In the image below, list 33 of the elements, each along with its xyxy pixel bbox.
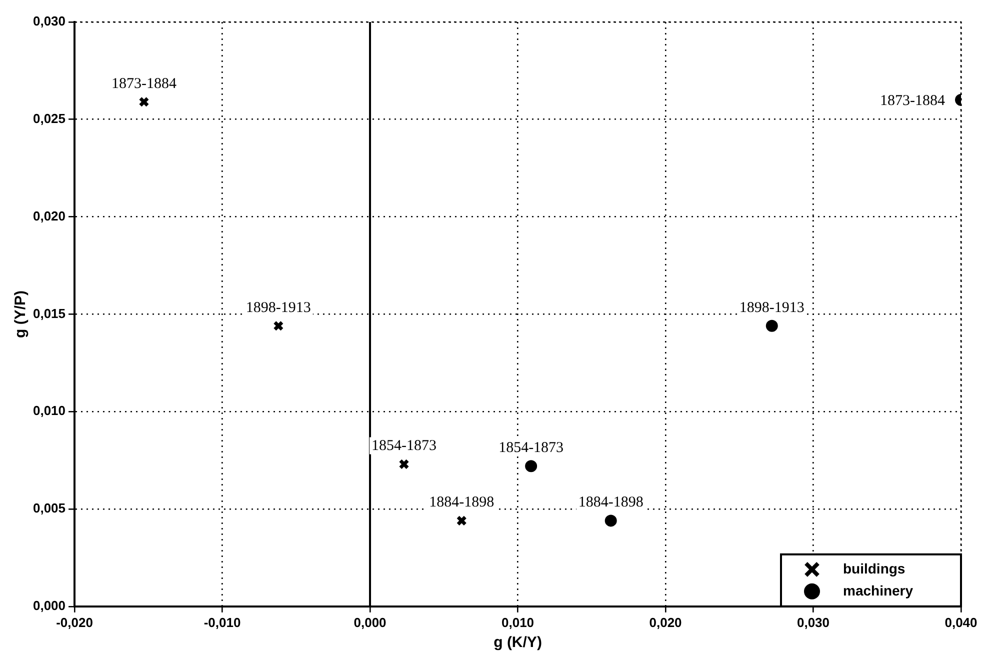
annotation: 1854-1873 [372, 438, 437, 454]
point [525, 460, 538, 472]
annotation: 1873-1884 [111, 76, 177, 92]
y-tick-label: 0,020 [32, 208, 66, 224]
legend-label: buildings [843, 560, 906, 576]
annotation: 1873-1884 [880, 92, 946, 109]
y-tick-label: 0,015 [32, 306, 66, 321]
y-axis-title: g (Y/P) [12, 290, 30, 338]
x-tick-label: 0,030 [796, 614, 830, 630]
point [604, 514, 617, 527]
x-tick-label: 0,040 [944, 614, 978, 630]
y-tick-label: 0,030 [32, 14, 66, 29]
y-tick-label: 0,000 [32, 598, 66, 613]
x-tick-label: 0,000 [354, 614, 386, 630]
y-tick-label: 0,010 [32, 403, 66, 418]
annotation: 1884-1898 [578, 494, 644, 511]
point [398, 458, 410, 470]
x-tick-label: 0,020 [649, 614, 682, 630]
annotation: 1898-1913 [739, 300, 804, 316]
point [766, 320, 778, 332]
point [273, 320, 284, 332]
legend-label: machinery [843, 582, 914, 598]
annotation: 1854-1873 [498, 440, 564, 456]
x-tick-label: 0,010 [501, 614, 534, 630]
y-tick-label: 0,005 [32, 500, 66, 516]
x-tick-label: -0,020 [56, 614, 93, 630]
x-tick-label: -0,010 [204, 614, 241, 630]
annotation: 1884-1898 [429, 494, 494, 511]
y-tick-label: 0,025 [32, 110, 66, 126]
point [138, 96, 150, 108]
point [456, 515, 467, 526]
x-axis-title: g (K/Y) [494, 634, 542, 652]
annotation: 1898-1913 [246, 300, 311, 316]
